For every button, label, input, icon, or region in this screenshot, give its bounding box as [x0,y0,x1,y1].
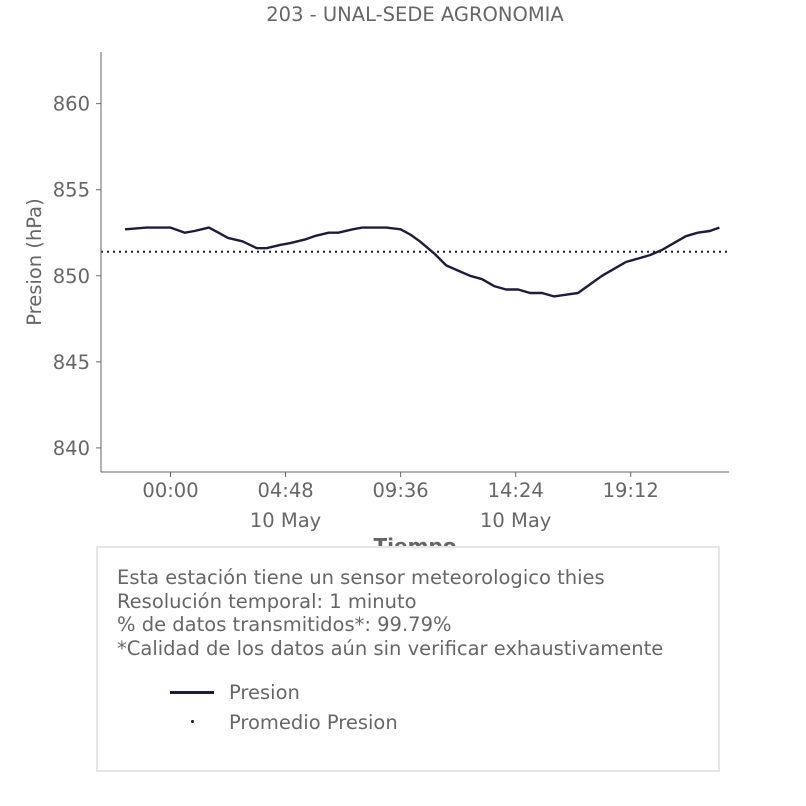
x-tick-date-label: 10 May [480,509,551,532]
x-tick-label: 09:36 [373,479,429,502]
info-line-sensor: Esta estación tiene un sensor meteorolog… [117,566,605,589]
y-axis-label: Presion (hPa) [23,198,46,325]
legend-dot-swatch [170,709,214,735]
info-text: Esta estación tiene un sensor meteorolog… [117,566,663,660]
x-tick-label: 19:12 [603,479,659,502]
x-tick-label: 00:00 [142,479,198,502]
legend-line-swatch [170,679,214,705]
legend-item-presion: Presion [170,679,300,705]
info-line-transmitted: % de datos transmitidos*: 99.79% [117,613,452,636]
legend-label-presion: Presion [229,680,300,704]
info-legend-box: Esta estación tiene un sensor meteorolog… [96,546,720,772]
info-line-resolution: Resolución temporal: 1 minuto [117,589,417,613]
x-tick-label: 04:48 [257,479,313,502]
plot-area [101,226,729,298]
x-tick-label: 14:24 [488,479,544,502]
series-presion-line [124,226,720,298]
y-tick-label: 845 [53,351,90,374]
y-tick-label: 850 [53,265,90,288]
y-tick-label: 855 [53,179,90,202]
info-line-quality: *Calidad de los datos aún sin verificar … [117,636,664,660]
legend-label-promedio: Promedio Presion [229,710,398,734]
x-axis: 00:00 04:48 10 May 09:36 14:24 10 May 19:12 [101,471,729,532]
x-tick-date-label: 10 May [250,509,321,532]
y-tick-label: 840 [53,437,90,460]
y-axis: 840 845 850 855 860 [53,52,102,472]
chart-title: 203 - UNAL-SEDE AGRONOMIA [266,3,564,26]
y-tick-label: 860 [53,93,90,116]
legend-item-promedio: Promedio Presion [170,709,398,735]
